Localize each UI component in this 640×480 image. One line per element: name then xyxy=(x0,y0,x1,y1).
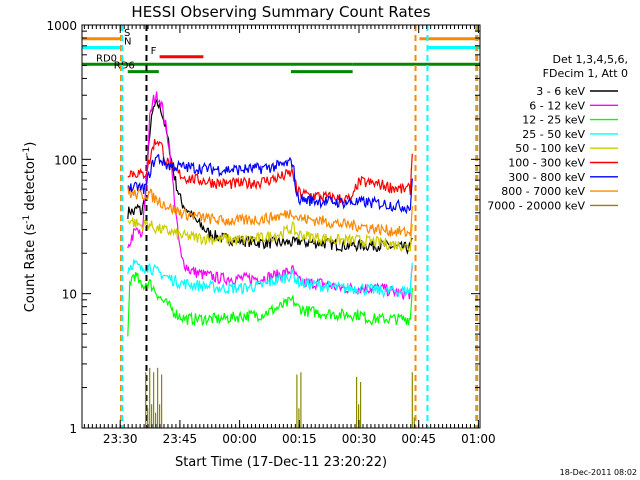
y-axis-ticks: 1 10 100 1000 xyxy=(46,19,480,436)
legend-entry-label: 12 - 25 keV xyxy=(522,114,585,127)
x-axis-ticks: 23:30 23:45 00:00 00:15 00:30 00:45 01:00 xyxy=(83,25,496,446)
generation-timestamp: 18-Dec-2011 08:02 xyxy=(560,468,637,477)
state-bar-label: F xyxy=(151,46,157,57)
legend-entry-label: 800 - 7000 keV xyxy=(501,185,585,198)
series-line-2 xyxy=(127,271,413,337)
x-tick-label: 00:30 xyxy=(342,432,377,446)
legend-header-line-2: FDecim 1, Att 0 xyxy=(543,67,628,80)
chart-title: HESSI Observing Summary Count Rates xyxy=(131,3,430,21)
x-axis-label: Start Time (17-Dec-11 23:20:22) xyxy=(175,455,387,470)
series-line-4 xyxy=(127,216,413,253)
x-tick-label: 23:45 xyxy=(163,432,198,446)
legend-entry-label: 300 - 800 keV xyxy=(508,171,585,184)
series-line-0 xyxy=(127,98,413,255)
event-lines xyxy=(120,25,479,428)
y-axis-label: Count Rate (s-1 detector-1) xyxy=(22,142,38,313)
legend-entry-label: 7000 - 20000 keV xyxy=(487,199,585,212)
legend-entry-label: 6 - 12 keV xyxy=(529,99,585,112)
y-tick-label: 10 xyxy=(62,288,77,302)
legend-entry-label: 50 - 100 keV xyxy=(515,142,585,155)
legend-entry-label: 25 - 50 keV xyxy=(522,128,585,141)
series-line-6 xyxy=(127,153,413,215)
x-tick-label: 23:30 xyxy=(103,432,138,446)
x-tick-label: 00:45 xyxy=(401,432,436,446)
state-bar-label: N xyxy=(124,36,131,47)
state-bar-label: RD0 xyxy=(96,53,117,64)
state-bar-label: S xyxy=(124,28,130,39)
plot-frame xyxy=(81,24,481,429)
series-line-7 xyxy=(127,186,413,238)
x-tick-label: 00:00 xyxy=(222,432,257,446)
legend-entry-label: 100 - 300 keV xyxy=(508,157,585,170)
series-line-1 xyxy=(127,91,413,300)
legend: Det 1,3,4,5,6, FDecim 1, Att 0 3 - 6 keV… xyxy=(487,53,628,212)
x-tick-label: 00:15 xyxy=(282,432,317,446)
legend-header-line-1: Det 1,3,4,5,6, xyxy=(552,53,628,66)
y-tick-label: 1000 xyxy=(46,19,77,33)
y-tick-label: 100 xyxy=(54,153,77,167)
series-line-3 xyxy=(127,259,413,299)
x-tick-label: 01:00 xyxy=(461,432,496,446)
state-bar-label: RD6 xyxy=(114,61,135,72)
series-line-8 xyxy=(145,367,415,428)
data-series xyxy=(127,91,415,428)
y-tick-label: 1 xyxy=(69,422,77,436)
legend-entry-label: 3 - 6 keV xyxy=(536,85,585,98)
